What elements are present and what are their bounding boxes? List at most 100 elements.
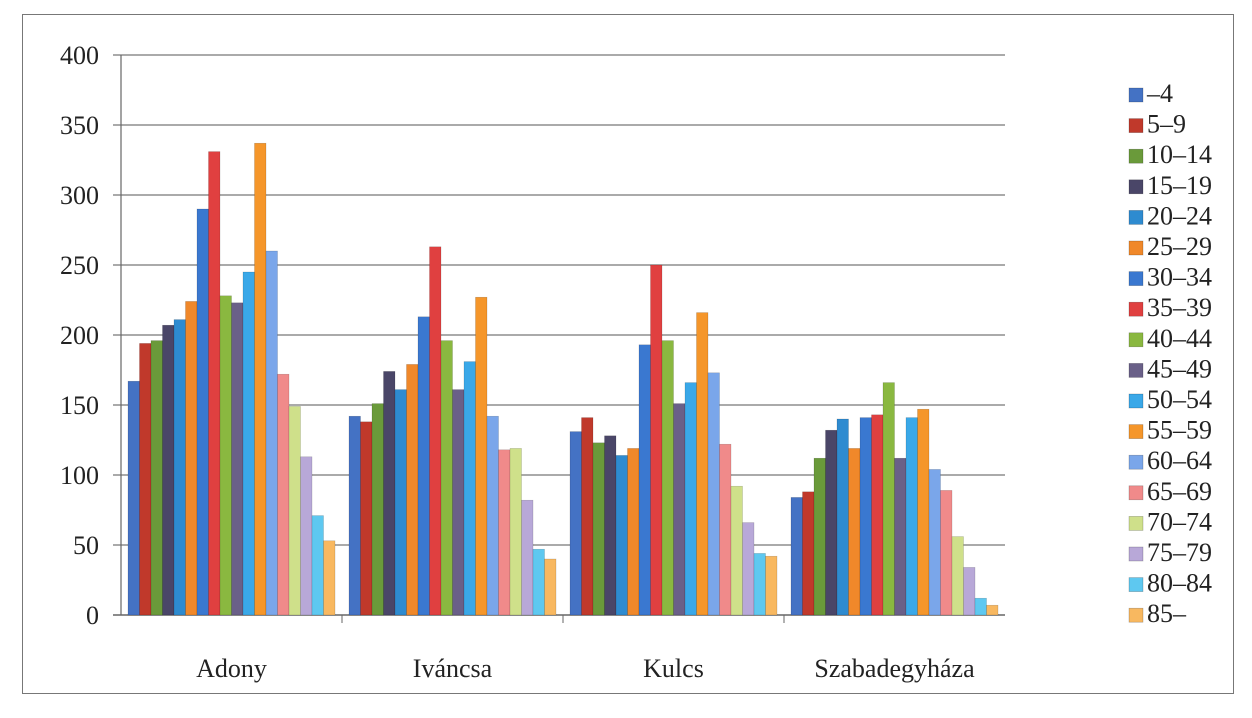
bar [813, 457, 826, 616]
bar [836, 418, 849, 616]
bar [917, 408, 930, 616]
y-tick-label: 350 [60, 111, 99, 140]
legend-swatch [1128, 179, 1144, 195]
bar [509, 448, 522, 616]
legend-swatch [1128, 148, 1144, 164]
bar [139, 343, 152, 616]
bar [360, 421, 373, 616]
legend: –45–910–1415–1920–2425–2930–3435–3940–44… [1128, 79, 1212, 628]
y-tick-label: 150 [60, 391, 99, 420]
bar [951, 536, 964, 616]
bar [498, 449, 511, 616]
bar [765, 555, 778, 616]
legend-label: 45–49 [1147, 354, 1212, 383]
bar [219, 295, 232, 616]
bar [277, 373, 290, 616]
bar [581, 417, 594, 616]
bar [696, 312, 709, 616]
legend-label: 65–69 [1147, 477, 1212, 506]
legend-swatch [1128, 516, 1144, 531]
bar [463, 361, 476, 616]
legend-label: 60–64 [1147, 446, 1212, 475]
bar [532, 548, 545, 616]
bar [894, 457, 907, 616]
chart-frame: 0 50 100 150 200 250 300 350 400 Adony Iváncsa Kul… [22, 14, 1234, 694]
bar [638, 344, 651, 616]
bar [150, 340, 163, 616]
bar [719, 443, 732, 616]
bar [673, 403, 686, 616]
bar [730, 485, 743, 616]
bar [417, 316, 430, 616]
bar [859, 417, 872, 616]
bar [928, 469, 941, 616]
y-tick-label: 0 [86, 601, 99, 630]
bar [288, 406, 301, 616]
legend-swatch [1128, 546, 1144, 562]
bar-chart: 0 50 100 150 200 250 300 350 400 Adony Iváncsa Kul… [60, 41, 1212, 683]
bar [848, 448, 861, 616]
bar [452, 389, 465, 616]
bar [383, 371, 396, 616]
legend-label: 80–84 [1147, 569, 1212, 598]
legend-label: 10–14 [1147, 140, 1212, 169]
legend-swatch [1128, 363, 1144, 378]
x-tick-label: Kulcs [643, 654, 704, 683]
bar [475, 296, 488, 616]
bar [371, 403, 384, 616]
legend-label: 35–39 [1147, 293, 1212, 322]
legend-swatch [1128, 424, 1144, 439]
y-tick-label: 200 [60, 321, 99, 350]
bar [882, 382, 895, 616]
y-tick-label: 400 [60, 41, 99, 70]
legend-swatch [1128, 485, 1144, 501]
bar [173, 319, 186, 616]
bar [592, 442, 605, 616]
legend-swatch [1128, 87, 1144, 103]
bar [208, 151, 221, 616]
legend-label: 25–29 [1147, 232, 1212, 261]
y-tick-label: 250 [60, 251, 99, 280]
legend-label: 70–74 [1147, 507, 1212, 536]
x-axis: Adony Iváncsa Kulcs Szabadegyháza [196, 615, 975, 683]
bar [162, 324, 175, 616]
bar [825, 429, 838, 616]
y-tick-label: 300 [60, 181, 99, 210]
bar [196, 208, 209, 616]
bar [440, 340, 453, 616]
bar [300, 456, 313, 616]
bar [323, 540, 336, 616]
legend-swatch [1128, 607, 1144, 623]
legend-swatch [1128, 577, 1144, 592]
legend-label: –4 [1146, 79, 1173, 108]
bar [486, 415, 499, 616]
bar [661, 340, 674, 616]
bar [429, 246, 442, 616]
legend-swatch [1128, 271, 1144, 286]
legend-label: 30–34 [1147, 263, 1212, 292]
legend-swatch [1128, 118, 1144, 133]
legend-label: 15–19 [1147, 171, 1212, 200]
bar [231, 302, 244, 616]
bar [521, 499, 534, 616]
bars [127, 142, 999, 616]
legend-label: 20–24 [1147, 201, 1212, 230]
legend-label: 75–79 [1147, 538, 1212, 567]
bar [940, 490, 953, 616]
legend-label: 55–59 [1147, 416, 1212, 445]
legend-swatch [1128, 454, 1144, 470]
bar [265, 250, 278, 616]
legend-swatch [1128, 240, 1144, 256]
x-tick-label: Iváncsa [413, 654, 493, 683]
bar [127, 380, 140, 616]
bar [790, 497, 803, 616]
x-tick-label: Szabadegyháza [814, 654, 975, 683]
bar [254, 142, 267, 616]
legend-label: 5–9 [1147, 110, 1186, 139]
legend-swatch [1128, 332, 1144, 348]
bar [986, 604, 999, 616]
y-tick-label: 50 [73, 531, 99, 560]
bar [311, 515, 324, 616]
bar [604, 435, 617, 616]
legend-label: 40–44 [1147, 324, 1212, 353]
